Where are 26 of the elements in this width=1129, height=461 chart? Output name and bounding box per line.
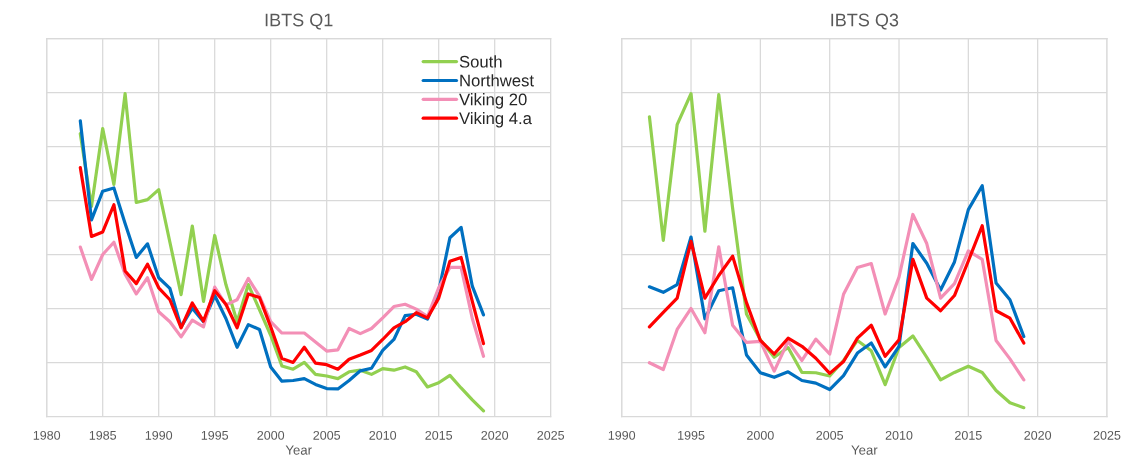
legend-label: Northwest (460, 74, 534, 87)
chart-title: IBTS Q1 (265, 13, 333, 30)
x-tick-label: 1980 (33, 430, 61, 440)
x-tick-label: 2025 (537, 430, 565, 440)
x-tick-label: 2015 (425, 430, 453, 440)
x-tick-label: 1985 (89, 430, 117, 440)
x-axis-title: Year (851, 445, 878, 455)
x-tick-label: 2005 (816, 430, 844, 440)
x-tick-label: 2000 (747, 430, 774, 440)
x-tick-label: 2015 (955, 430, 982, 440)
x-tick-label: 2000 (257, 430, 285, 440)
x-tick-label: 2010 (885, 430, 913, 440)
x-tick-label: 1990 (608, 430, 636, 440)
x-tick-label: 2010 (369, 430, 397, 440)
x-tick-label: 2005 (313, 430, 341, 440)
x-tick-label: 2020 (481, 430, 509, 440)
x-tick-label: 1995 (678, 430, 705, 440)
chart-title: IBTS Q3 (831, 13, 899, 30)
x-tick-label: 1995 (201, 430, 229, 440)
x-axis-title: Year (285, 445, 312, 455)
x-tick-label: 2020 (1024, 430, 1052, 440)
x-tick-label: 2025 (1093, 430, 1121, 440)
legend-label: South (459, 55, 502, 68)
x-tick-label: 1990 (145, 430, 173, 440)
legend-label: Viking 4.a (459, 111, 532, 128)
legend-label: Viking 20 (459, 93, 527, 109)
